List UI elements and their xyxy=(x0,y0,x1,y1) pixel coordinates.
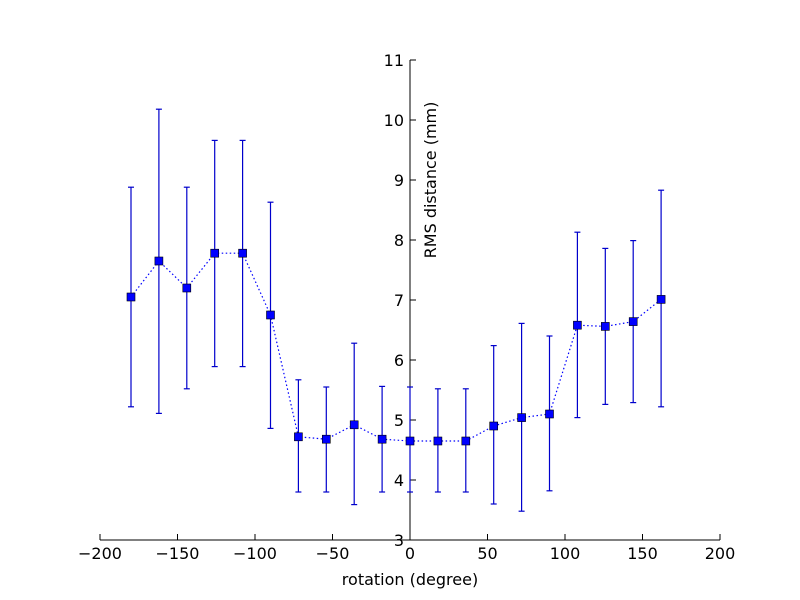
x-tick-label: 200 xyxy=(705,544,736,563)
data-point xyxy=(600,322,610,331)
x-tick-label: 100 xyxy=(550,544,581,563)
y-tick-label: 4 xyxy=(394,471,404,490)
y-tick-label: 9 xyxy=(394,171,404,190)
y-tick-label: 3 xyxy=(394,531,404,550)
y-tick-label: 11 xyxy=(384,51,404,70)
data-point xyxy=(238,248,247,258)
data-point xyxy=(349,420,359,430)
data-point xyxy=(321,434,331,444)
x-tick-label: −50 xyxy=(316,544,350,563)
data-point xyxy=(628,317,638,326)
data-point xyxy=(266,310,275,320)
data-point xyxy=(545,409,554,419)
data-point xyxy=(433,436,443,446)
data-point xyxy=(517,413,526,422)
data-point xyxy=(405,436,415,446)
x-tick-label: −100 xyxy=(233,544,277,563)
y-tick-label: 7 xyxy=(394,291,404,310)
y-tick-label: 5 xyxy=(394,411,404,430)
y-tick-label: 10 xyxy=(384,111,404,130)
data-point xyxy=(656,295,666,304)
x-tick-label: 150 xyxy=(627,544,658,563)
x-tick-label: 0 xyxy=(405,544,415,563)
y-tick-label: 6 xyxy=(394,351,404,370)
x-tick-label: −200 xyxy=(78,544,122,563)
x-tick-label: −150 xyxy=(156,544,200,563)
y-axis-label: RMS distance (mm) xyxy=(421,102,440,259)
data-point xyxy=(489,421,499,431)
ticks: −200 −150 −100 −50 0 50 100 150 200 3 4 5 6 7 8 9 10 11 xyxy=(78,51,735,563)
data-series xyxy=(126,248,666,446)
x-axis-label: rotation (degree) xyxy=(342,570,478,589)
data-point xyxy=(182,283,192,293)
x-tick-label: 50 xyxy=(477,544,497,563)
data-point xyxy=(126,292,136,302)
data-point xyxy=(294,432,303,442)
y-tick-label: 8 xyxy=(394,231,404,250)
error-bars xyxy=(128,108,665,512)
data-point xyxy=(573,320,582,330)
data-point xyxy=(461,436,471,446)
data-point xyxy=(377,434,387,444)
data-point xyxy=(210,248,219,258)
data-point xyxy=(154,256,164,266)
